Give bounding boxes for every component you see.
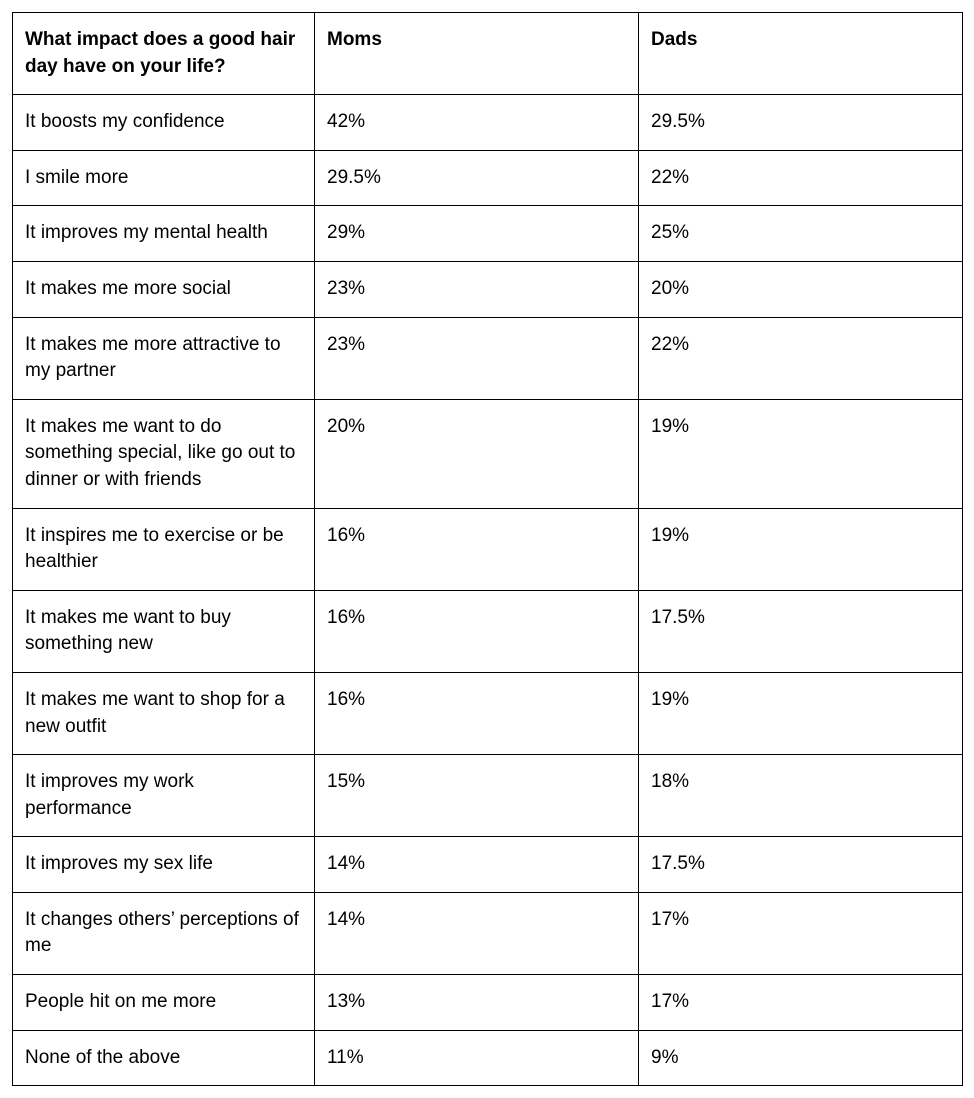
- header-dads: Dads: [639, 13, 963, 95]
- cell-dads: 19%: [639, 508, 963, 590]
- cell-dads: 17.5%: [639, 837, 963, 893]
- cell-dads: 17.5%: [639, 590, 963, 672]
- cell-question: It improves my sex life: [13, 837, 315, 893]
- cell-moms: 16%: [315, 672, 639, 754]
- cell-moms: 15%: [315, 755, 639, 837]
- cell-dads: 29.5%: [639, 95, 963, 151]
- cell-question: None of the above: [13, 1030, 315, 1086]
- table-row: It makes me more attractive to my partne…: [13, 317, 963, 399]
- cell-question: It inspires me to exercise or be healthi…: [13, 508, 315, 590]
- cell-question: It makes me more social: [13, 261, 315, 317]
- cell-question: It changes others’ perceptions of me: [13, 892, 315, 974]
- table-row: It improves my mental health 29% 25%: [13, 206, 963, 262]
- cell-dads: 9%: [639, 1030, 963, 1086]
- survey-table: What impact does a good hair day have on…: [12, 12, 963, 1086]
- cell-moms: 14%: [315, 892, 639, 974]
- cell-moms: 29%: [315, 206, 639, 262]
- cell-dads: 18%: [639, 755, 963, 837]
- cell-dads: 25%: [639, 206, 963, 262]
- table-row: I smile more 29.5% 22%: [13, 150, 963, 206]
- table-row: It improves my work performance 15% 18%: [13, 755, 963, 837]
- cell-moms: 23%: [315, 261, 639, 317]
- table-header-row: What impact does a good hair day have on…: [13, 13, 963, 95]
- table-row: It makes me want to do something special…: [13, 399, 963, 508]
- cell-question: It makes me want to buy something new: [13, 590, 315, 672]
- cell-dads: 17%: [639, 892, 963, 974]
- table-row: It inspires me to exercise or be healthi…: [13, 508, 963, 590]
- table-row: It changes others’ perceptions of me 14%…: [13, 892, 963, 974]
- header-moms: Moms: [315, 13, 639, 95]
- table-row: It makes me want to shop for a new outfi…: [13, 672, 963, 754]
- cell-moms: 13%: [315, 975, 639, 1031]
- table-row: None of the above 11% 9%: [13, 1030, 963, 1086]
- cell-moms: 23%: [315, 317, 639, 399]
- cell-question: It makes me want to shop for a new outfi…: [13, 672, 315, 754]
- cell-moms: 14%: [315, 837, 639, 893]
- cell-moms: 16%: [315, 508, 639, 590]
- cell-moms: 20%: [315, 399, 639, 508]
- cell-dads: 17%: [639, 975, 963, 1031]
- table-body: It boosts my confidence 42% 29.5% I smil…: [13, 95, 963, 1086]
- table-row: It makes me more social 23% 20%: [13, 261, 963, 317]
- cell-question: It boosts my confidence: [13, 95, 315, 151]
- cell-question: I smile more: [13, 150, 315, 206]
- cell-moms: 16%: [315, 590, 639, 672]
- table-row: It makes me want to buy something new 16…: [13, 590, 963, 672]
- cell-question: It makes me want to do something special…: [13, 399, 315, 508]
- table-row: It improves my sex life 14% 17.5%: [13, 837, 963, 893]
- cell-dads: 20%: [639, 261, 963, 317]
- cell-moms: 11%: [315, 1030, 639, 1086]
- cell-moms: 29.5%: [315, 150, 639, 206]
- table-row: People hit on me more 13% 17%: [13, 975, 963, 1031]
- cell-dads: 22%: [639, 150, 963, 206]
- cell-question: It improves my mental health: [13, 206, 315, 262]
- cell-question: It improves my work performance: [13, 755, 315, 837]
- cell-moms: 42%: [315, 95, 639, 151]
- table-row: It boosts my confidence 42% 29.5%: [13, 95, 963, 151]
- header-question: What impact does a good hair day have on…: [13, 13, 315, 95]
- cell-question: People hit on me more: [13, 975, 315, 1031]
- cell-dads: 22%: [639, 317, 963, 399]
- cell-question: It makes me more attractive to my partne…: [13, 317, 315, 399]
- cell-dads: 19%: [639, 399, 963, 508]
- cell-dads: 19%: [639, 672, 963, 754]
